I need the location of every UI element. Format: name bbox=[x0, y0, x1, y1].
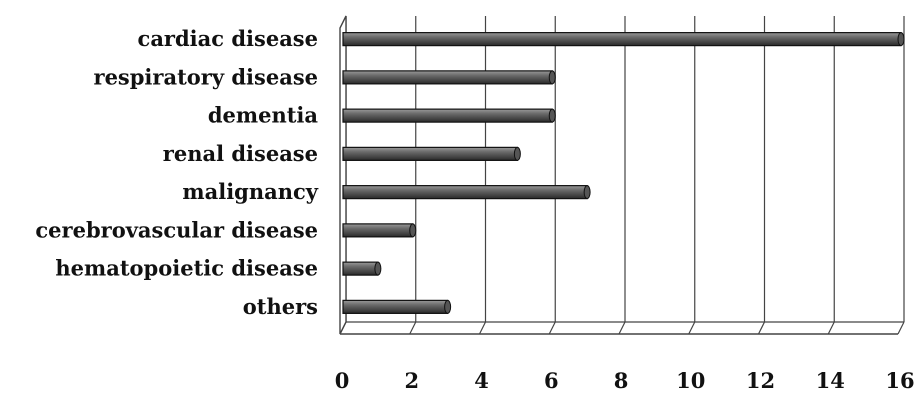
floor-gridline bbox=[478, 321, 487, 335]
side-wall bbox=[339, 15, 347, 335]
category-label: renal disease bbox=[163, 141, 318, 166]
category-label: others bbox=[243, 294, 318, 319]
bar bbox=[342, 223, 414, 238]
x-tick-label: 12 bbox=[746, 368, 775, 393]
x-tick-label: 0 bbox=[335, 368, 350, 393]
floor-gridline bbox=[409, 321, 417, 335]
category-label: hematopoietic disease bbox=[55, 256, 318, 281]
category-label: cerebrovascular disease bbox=[35, 217, 318, 242]
floor-gridline bbox=[827, 321, 835, 335]
x-tick-label: 16 bbox=[885, 368, 914, 393]
x-tick-label: 8 bbox=[614, 368, 629, 393]
bar-cap bbox=[444, 299, 452, 314]
x-tick-label: 2 bbox=[404, 368, 419, 393]
bar bbox=[342, 108, 553, 123]
bar-cap bbox=[409, 223, 417, 238]
bar bbox=[342, 70, 553, 85]
bar-cap bbox=[583, 185, 591, 200]
floor-gridline bbox=[548, 321, 556, 335]
bar bbox=[342, 32, 902, 47]
category-label: malignancy bbox=[182, 179, 318, 204]
bar bbox=[342, 299, 449, 314]
x-tick-label: 4 bbox=[474, 368, 489, 393]
floor-gridline bbox=[688, 321, 696, 335]
bar bbox=[342, 146, 518, 161]
bars bbox=[342, 32, 905, 314]
category-label: cardiac disease bbox=[138, 26, 318, 51]
bar bbox=[342, 185, 588, 200]
x-tick-label: 10 bbox=[676, 368, 705, 393]
bar bbox=[342, 261, 379, 276]
x-tick-label: 14 bbox=[816, 368, 845, 393]
bar-cap bbox=[897, 32, 905, 47]
category-label: dementia bbox=[208, 103, 319, 128]
floor-gridline bbox=[757, 321, 766, 335]
grid bbox=[339, 15, 905, 335]
x-tick-labels: 0 2 4 6 8 10 12 14 16 bbox=[335, 368, 915, 393]
bar-cap bbox=[513, 146, 521, 161]
bar-cap bbox=[548, 108, 556, 123]
x-tick-label: 6 bbox=[544, 368, 559, 393]
category-label: respiratory disease bbox=[94, 64, 319, 89]
bar-cap bbox=[548, 70, 556, 85]
floor-gridline bbox=[897, 321, 905, 335]
category-labels: cardiac disease respiratory disease dement… bbox=[35, 26, 318, 319]
bar-cap bbox=[374, 261, 382, 276]
floor-gridline bbox=[618, 321, 626, 335]
